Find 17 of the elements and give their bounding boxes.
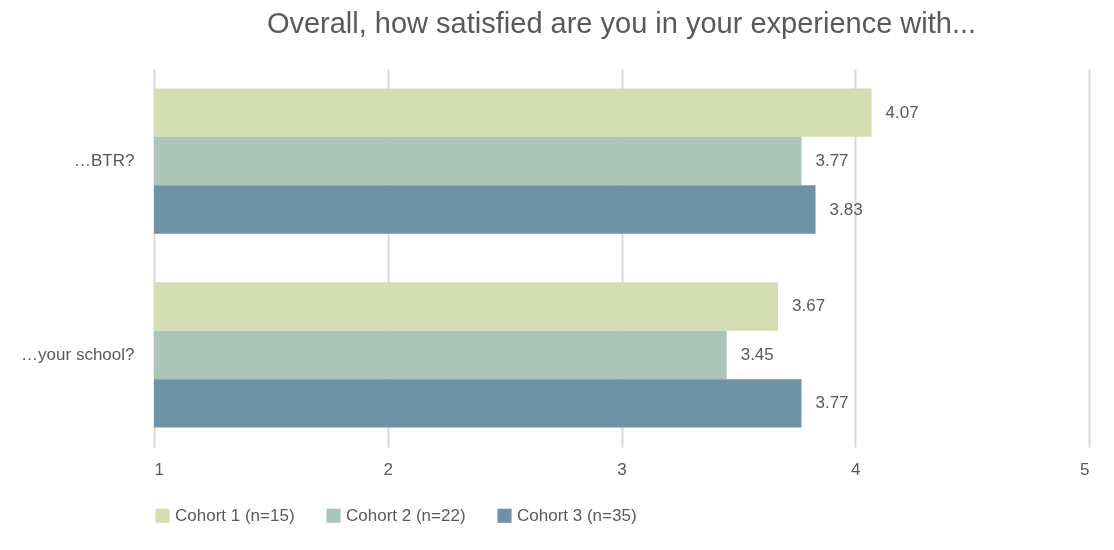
legend-label: Cohort 2 (n=22) [346, 505, 466, 525]
data-label: 3.77 [815, 393, 849, 413]
x-tick-label: 2 [383, 459, 393, 479]
x-tick-label: 4 [851, 459, 861, 479]
x-tick-label: 3 [617, 459, 627, 479]
x-tick-label: 5 [1080, 459, 1090, 479]
y-tick-label: …BTR? [74, 151, 135, 171]
data-label: 3.83 [829, 199, 863, 219]
data-label: 4.07 [885, 102, 919, 122]
data-label: 3.67 [792, 296, 826, 316]
data-label: 3.77 [815, 151, 849, 171]
legend-label: Cohort 3 (n=35) [517, 505, 637, 525]
y-tick-label: …your school? [21, 344, 135, 364]
data-label: 3.45 [740, 344, 774, 364]
legend-label: Cohort 1 (n=15) [175, 505, 295, 525]
x-tick-label: 1 [154, 459, 164, 479]
chart-title: Overall, how satisfied are you in your experience with... [266, 7, 977, 39]
